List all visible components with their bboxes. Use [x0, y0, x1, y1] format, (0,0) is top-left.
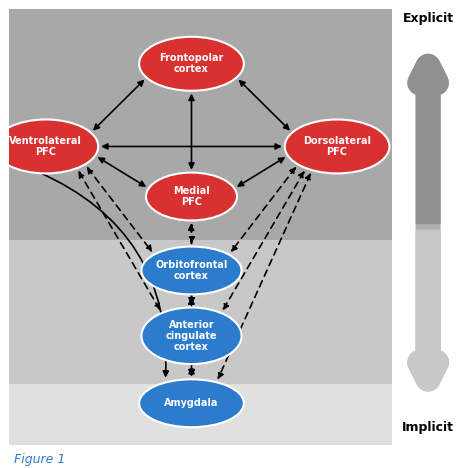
- Text: Figure 1: Figure 1: [14, 453, 65, 466]
- Ellipse shape: [285, 119, 390, 174]
- Text: Explicit: Explicit: [402, 12, 454, 25]
- FancyArrowPatch shape: [420, 66, 437, 224]
- Ellipse shape: [139, 37, 244, 91]
- FancyArrowPatch shape: [420, 66, 437, 379]
- Text: Anterior
cingulate
cortex: Anterior cingulate cortex: [166, 320, 217, 352]
- Bar: [9, 9, 392, 240]
- Ellipse shape: [141, 247, 242, 294]
- Ellipse shape: [0, 119, 98, 174]
- Text: Amygdala: Amygdala: [164, 398, 219, 408]
- FancyArrowPatch shape: [420, 230, 437, 379]
- Text: Medial
PFC: Medial PFC: [173, 186, 210, 207]
- Bar: [9, 384, 392, 445]
- FancyArrowPatch shape: [38, 172, 168, 376]
- Text: Dorsolateral
PFC: Dorsolateral PFC: [303, 136, 371, 157]
- Ellipse shape: [146, 173, 237, 220]
- Text: Ventrolateral
PFC: Ventrolateral PFC: [9, 136, 82, 157]
- Text: Frontopolar
cortex: Frontopolar cortex: [159, 53, 224, 74]
- Bar: [9, 240, 392, 384]
- Ellipse shape: [139, 379, 244, 427]
- Text: Orbitofrontal
cortex: Orbitofrontal cortex: [155, 260, 228, 281]
- Ellipse shape: [141, 307, 242, 364]
- Text: Implicit: Implicit: [402, 421, 454, 434]
